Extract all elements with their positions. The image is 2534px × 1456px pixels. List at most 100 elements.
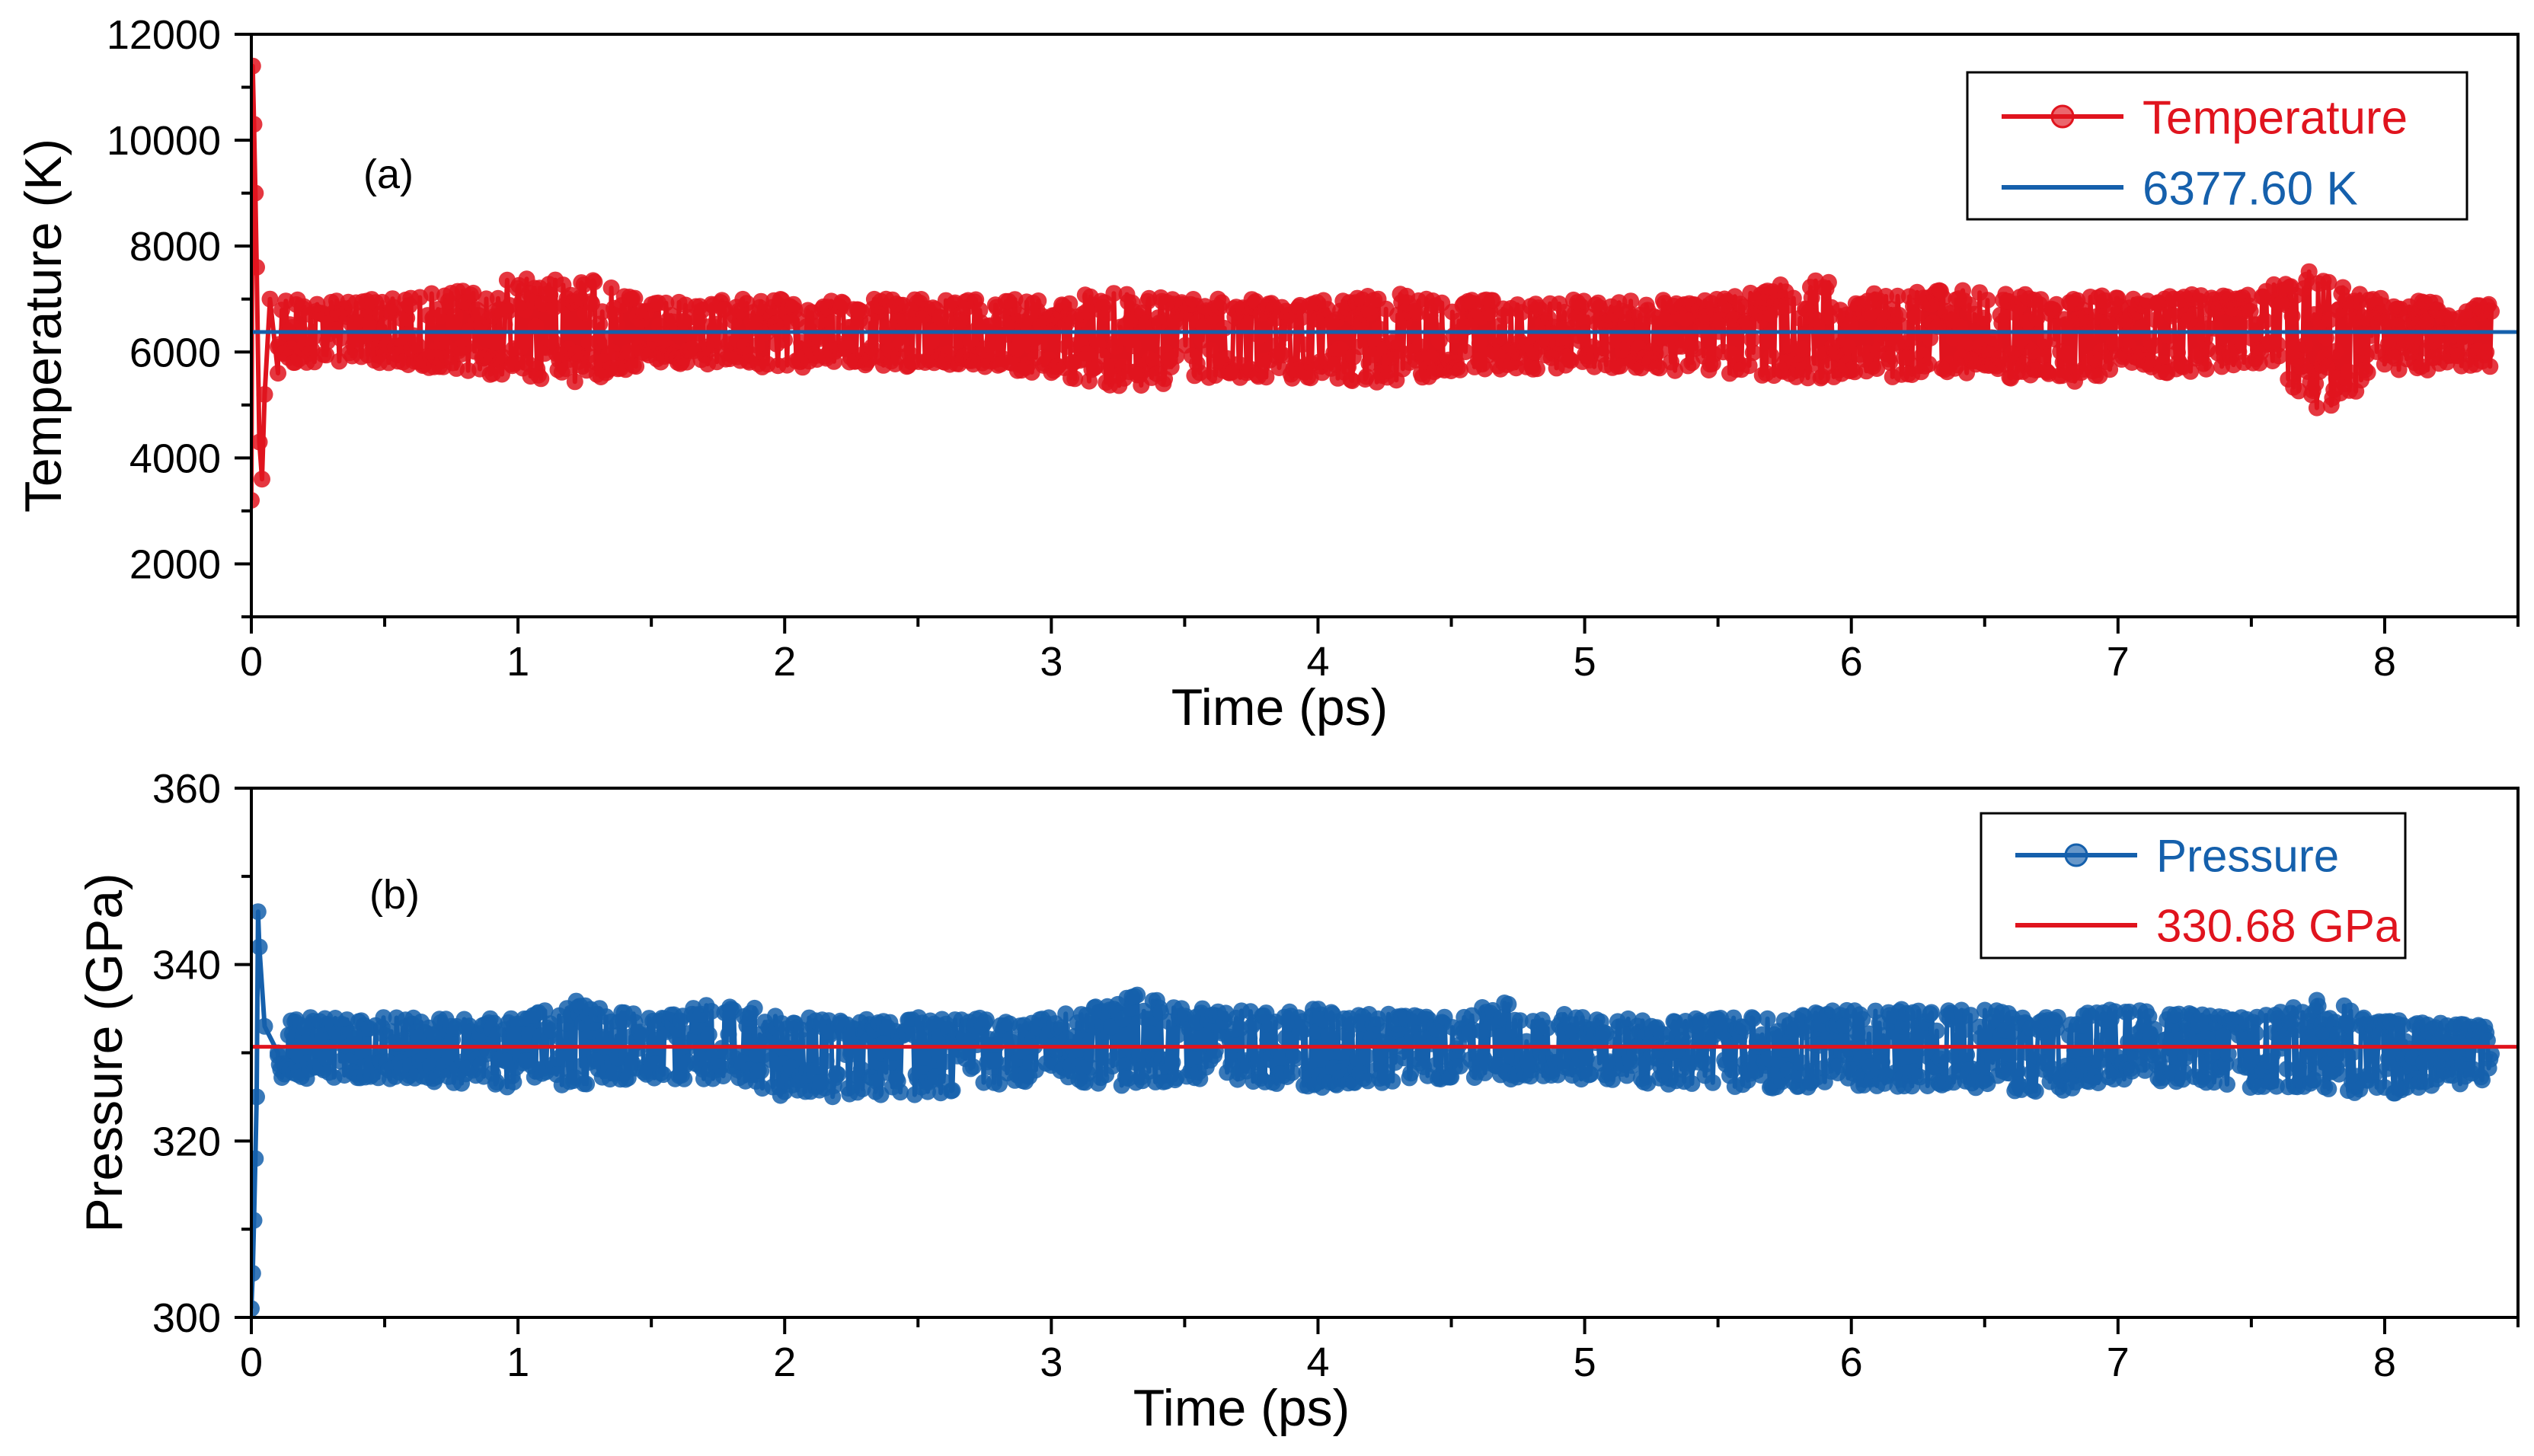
data-point (1553, 332, 1571, 350)
data-point (2481, 358, 2499, 375)
data-point (1884, 1029, 1901, 1046)
data-point (2331, 1065, 2347, 1083)
x-tick-label: 3 (1040, 1339, 1062, 1385)
data-point (566, 373, 583, 391)
data-point (251, 903, 267, 921)
data-point (753, 1062, 770, 1080)
data-point (2157, 1031, 2175, 1049)
data-point (1993, 315, 2011, 332)
data-point (1283, 1064, 1301, 1081)
data-point (408, 337, 426, 354)
y-ticks (235, 787, 251, 1319)
data-point (944, 1081, 961, 1099)
data-point (318, 346, 335, 364)
data-point (1143, 1025, 1160, 1043)
y-axis-title: Pressure (GPa) (75, 873, 133, 1232)
legend-box (1966, 71, 2468, 221)
data-point (1740, 357, 1758, 375)
data-point (1493, 1009, 1510, 1027)
panel-a: 0 1 2 3 4 5 6 7 8 2000 4000 6000 8000 10000 12000 Time … (14, 12, 2520, 736)
panel-b: 0 1 2 3 4 5 6 7 8 300 320 340 360 Time (ps) Pressure (… (75, 766, 2520, 1437)
data-point (2028, 309, 2046, 327)
data-point (1760, 1050, 1778, 1068)
data-point (1206, 1042, 1224, 1059)
plot-data-layer (251, 57, 2518, 509)
data-point (1320, 1027, 1337, 1044)
data-point (2478, 1032, 2496, 1049)
data-point (2256, 312, 2274, 330)
data-point (2342, 1002, 2360, 1020)
data-point (1390, 342, 1408, 359)
data-point (2300, 263, 2318, 280)
data-point (1979, 292, 1996, 309)
data-point (2483, 1046, 2500, 1062)
panel-label: (b) (369, 872, 420, 918)
data-point (346, 1030, 363, 1047)
data-point (1744, 344, 1762, 361)
data-point (332, 330, 350, 347)
data-point (2206, 320, 2224, 337)
data-point (391, 330, 407, 348)
x-tick-label: 8 (2373, 1339, 2396, 1385)
data-point (251, 1150, 264, 1167)
data-point (1511, 1012, 1529, 1030)
data-point (720, 1026, 737, 1043)
data-point (2002, 1046, 2020, 1063)
data-point (1935, 289, 1952, 307)
data-point (2290, 382, 2307, 400)
data-point (2417, 313, 2435, 330)
data-point (776, 331, 793, 349)
data-point (1430, 332, 1448, 350)
data-point (318, 1049, 335, 1067)
data-point (1860, 1025, 1877, 1043)
data-point (2320, 273, 2337, 291)
data-point (1184, 1027, 1200, 1044)
data-point (2035, 346, 2052, 364)
data-point (2242, 302, 2259, 320)
data-point (842, 1046, 860, 1063)
data-point (608, 316, 625, 334)
data-point (2160, 1046, 2178, 1063)
data-point (552, 1030, 569, 1046)
data-point (251, 1088, 265, 1106)
x-ticks (250, 617, 2520, 634)
x-tick-label: 4 (1306, 639, 1329, 685)
data-point (251, 116, 263, 133)
data-point (949, 333, 967, 350)
data-point (2146, 337, 2163, 355)
data-point (964, 1058, 982, 1075)
legend: Pressure 330.68 GPa (1980, 812, 2407, 959)
data-point (1881, 353, 1899, 371)
data-point (2308, 399, 2325, 417)
x-axis-title: Time (ps) (1133, 1379, 1350, 1437)
data-point (1820, 273, 1837, 291)
legend-label: Temperature (2143, 91, 2408, 144)
data-point (251, 259, 265, 276)
data-point (254, 471, 270, 488)
data-point (1582, 1065, 1599, 1083)
data-point (1962, 1007, 1980, 1024)
data-point (1083, 1046, 1101, 1063)
data-point (1031, 334, 1048, 351)
data-point (2247, 1025, 2264, 1043)
data-point (2048, 295, 2065, 313)
data-point (2359, 364, 2376, 382)
data-point (578, 1075, 596, 1093)
x-tick-label: 5 (1574, 639, 1596, 685)
data-point (1874, 1053, 1890, 1071)
data-point (2326, 343, 2344, 360)
data-point (261, 290, 279, 308)
data-point (1803, 289, 1820, 306)
y-tick-label: 300 (152, 1295, 221, 1341)
data-point (746, 999, 763, 1017)
data-point (1794, 340, 1811, 358)
data-point (586, 273, 603, 291)
data-point (398, 309, 416, 327)
x-tick-label: 3 (1040, 639, 1062, 685)
data-point (251, 492, 260, 509)
data-point (2483, 302, 2500, 320)
y-tick-label: 8000 (129, 224, 221, 270)
data-point (2027, 1083, 2044, 1100)
data-point (749, 337, 766, 354)
y-tick-label: 360 (152, 766, 221, 812)
